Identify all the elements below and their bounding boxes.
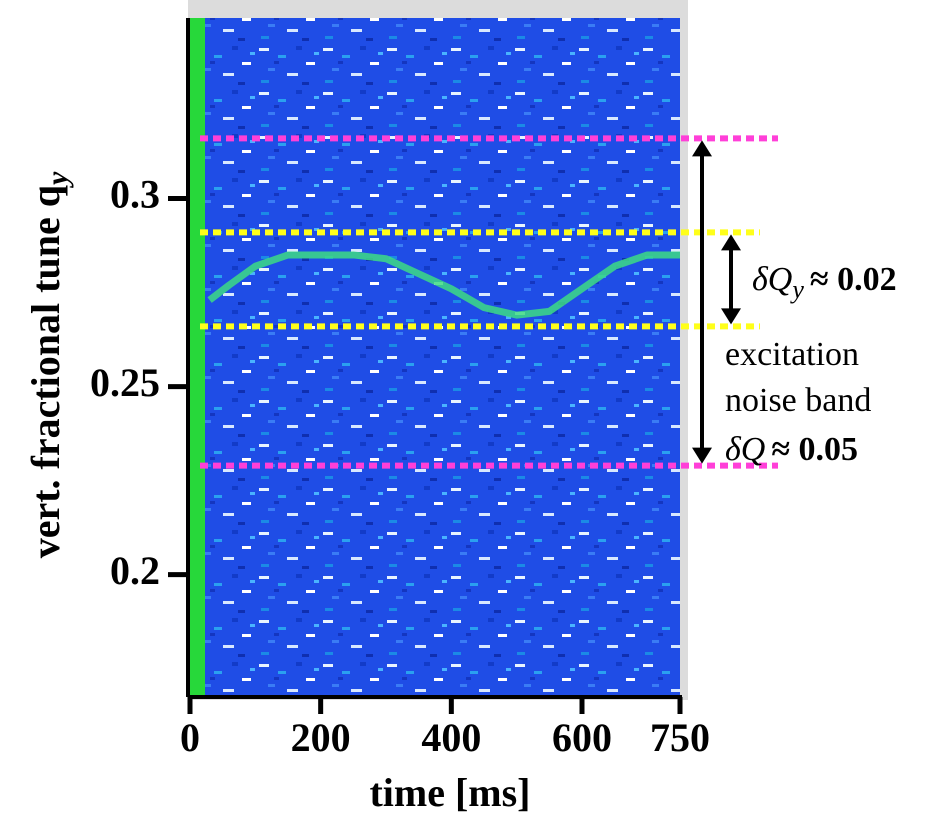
- annotation-text: excitation: [725, 336, 859, 373]
- annotation: excitation: [725, 336, 859, 373]
- x-tick-label: 600: [552, 715, 612, 760]
- annotation-text: noise band: [725, 382, 871, 419]
- spectrogram-background: [190, 18, 680, 695]
- y-tick-label: 0.25: [90, 360, 160, 405]
- y-tick-label: 0.2: [110, 548, 160, 593]
- x-axis-label: time [ms]: [369, 770, 530, 815]
- annotation-text: δQ: [752, 261, 792, 298]
- arrow-head: [692, 447, 712, 464]
- annotation-value: ≈ 0.05: [771, 431, 858, 468]
- annotation-text: δQ: [725, 431, 765, 468]
- annotation-value: ≈ 0.02: [810, 261, 897, 298]
- y-axis-label-sub: y: [41, 171, 74, 188]
- annotation: δQy ≈ 0.02: [752, 261, 897, 304]
- plot-area: [188, 0, 688, 700]
- x-tick-label: 750: [650, 715, 710, 760]
- x-tick-label: 400: [421, 715, 481, 760]
- annotation-sub: y: [789, 275, 804, 304]
- annotation: noise band: [725, 382, 871, 419]
- y-axis-label: vert. fractional tune qy: [23, 171, 74, 558]
- spectrogram-edge: [190, 18, 205, 695]
- arrow-head: [721, 308, 741, 325]
- arrow-head: [692, 140, 712, 157]
- annotation: δQ ≈ 0.05: [725, 431, 858, 468]
- y-axis-label-text: vert. fractional tune q: [23, 185, 68, 558]
- arrow-head: [721, 234, 741, 251]
- tune-trace: [207, 251, 680, 319]
- x-tick-label: 0: [180, 715, 200, 760]
- x-tick-label: 200: [291, 715, 351, 760]
- y-tick-label: 0.3: [110, 172, 160, 217]
